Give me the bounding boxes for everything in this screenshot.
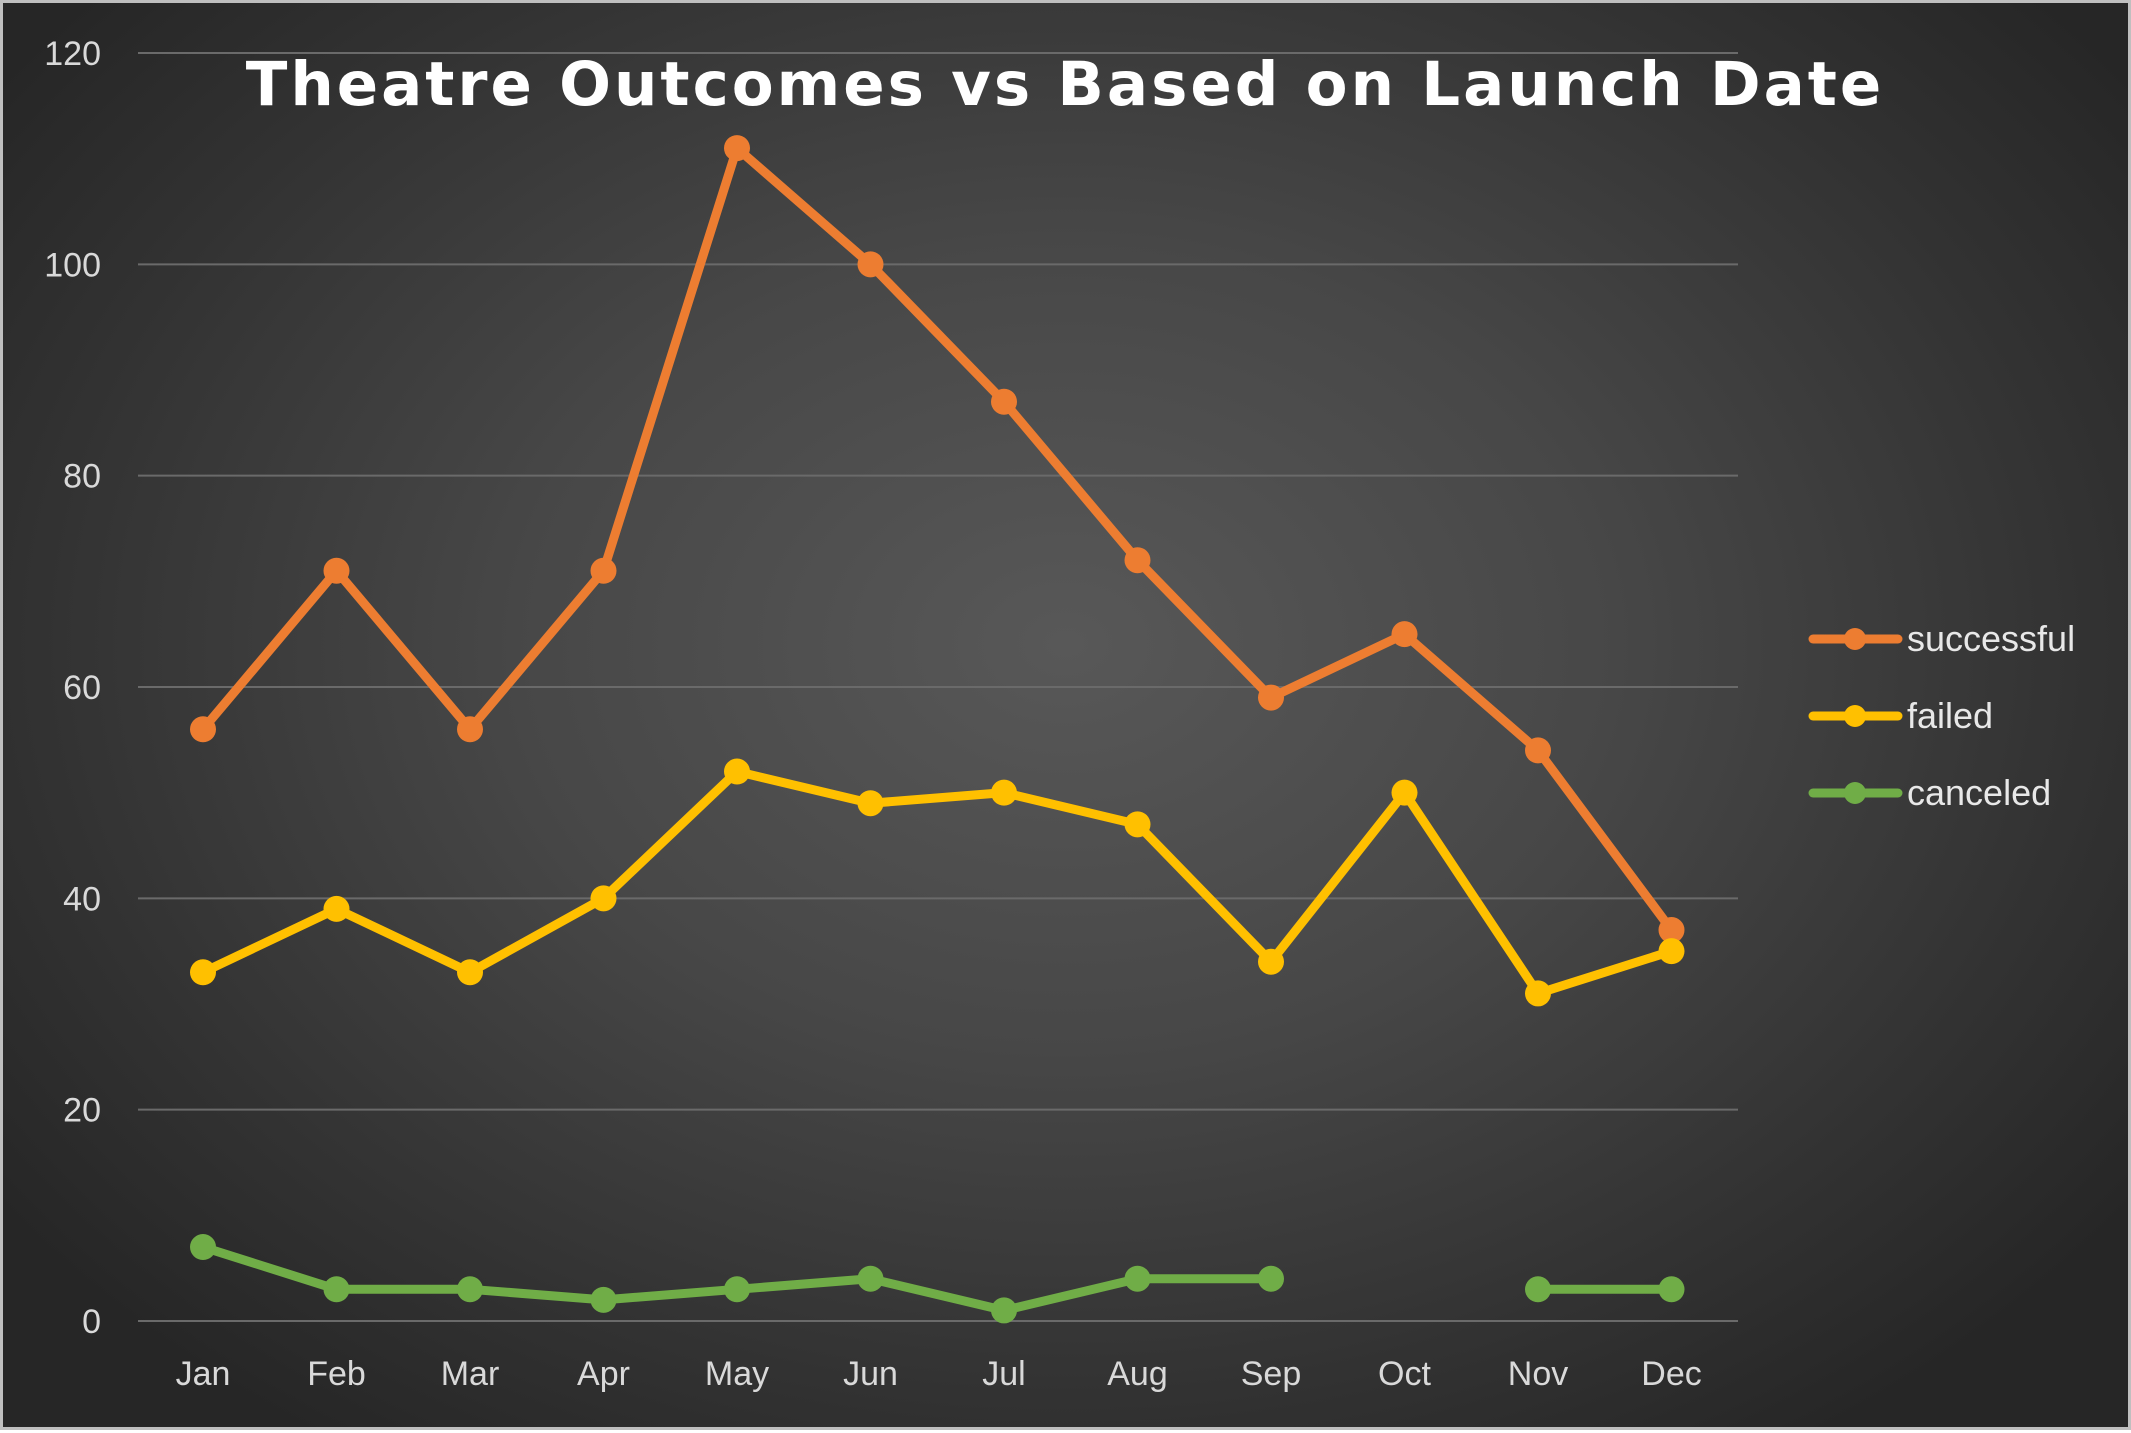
data-point-canceled-nov [1525,1276,1551,1303]
data-point-canceled-aug [1124,1265,1151,1292]
series-successful [190,135,1685,944]
series-layer [190,135,1685,1324]
data-point-failed-jul [991,779,1017,806]
data-point-successful-dec [1658,917,1685,944]
data-point-failed-dec [1658,938,1685,965]
data-point-canceled-dec [1658,1276,1685,1303]
legend-marker [1844,705,1866,727]
x-tick-label: Oct [1378,1355,1431,1393]
x-tick-label: Mar [441,1355,500,1393]
data-point-canceled-sep [1258,1265,1284,1292]
data-point-successful-aug [1124,547,1151,574]
data-point-failed-nov [1525,980,1551,1007]
gridlines [138,52,1738,1322]
legend-marker [1844,782,1866,804]
x-tick-label: Nov [1508,1355,1568,1393]
data-point-successful-oct [1391,621,1418,648]
data-point-failed-may [724,758,750,785]
data-point-successful-apr [590,557,617,584]
x-tick-label: Dec [1641,1355,1701,1393]
legend: successful failed canceled [1808,618,2075,813]
legend-label: successful [1907,618,2075,659]
data-point-successful-jun [857,251,884,278]
data-point-failed-aug [1124,811,1151,838]
data-point-canceled-apr [590,1286,617,1313]
data-point-failed-jun [857,790,884,817]
legend-item-successful: successful [1808,618,2075,659]
x-axis: Jan Feb Mar Apr May Jun Jul Aug Sep Oct Nov Dec [176,1355,1702,1393]
data-point-successful-mar [457,716,483,743]
legend-marker [1844,628,1866,650]
x-tick-label: Aug [1107,1355,1168,1393]
x-tick-label: Jun [843,1355,898,1393]
legend-item-canceled: canceled [1808,772,2051,813]
legend-item-failed: failed [1808,695,1993,736]
data-point-failed-apr [590,885,617,912]
data-point-failed-mar [457,959,483,986]
chart-title: Theatre Outcomes vs Based on Launch Date [246,49,1885,120]
y-tick-label: 100 [44,246,101,284]
data-point-successful-feb [323,557,350,584]
data-point-canceled-jan [190,1234,216,1261]
data-point-successful-nov [1525,737,1551,764]
data-point-successful-jan [190,716,216,743]
data-point-successful-jul [991,388,1017,415]
y-axis: 0 20 40 60 80 100 120 [44,35,101,1341]
data-point-canceled-feb [323,1276,350,1303]
x-tick-label: Apr [577,1355,630,1393]
y-tick-label: 20 [63,1092,101,1130]
data-point-canceled-jun [857,1265,884,1292]
data-point-canceled-may [724,1276,750,1303]
y-tick-label: 60 [63,669,101,707]
series-line-successful [198,143,1676,935]
line-chart: 0 20 40 60 80 100 120 Jan Feb Mar Apr May Jun Jul Aug… [44,35,2075,1393]
data-point-failed-feb [323,895,350,922]
data-point-failed-sep [1258,948,1284,975]
x-tick-label: May [705,1355,769,1393]
y-tick-label: 80 [63,458,101,496]
data-point-successful-sep [1258,684,1284,711]
series-line-failed [198,767,1676,998]
data-point-canceled-jul [991,1297,1017,1324]
x-tick-label: Sep [1241,1355,1302,1393]
x-tick-label: Feb [307,1355,366,1393]
data-point-successful-may [724,135,750,162]
x-tick-label: Jan [176,1355,231,1393]
legend-label: canceled [1907,772,2051,813]
data-point-failed-jan [190,959,216,986]
x-tick-label: Jul [982,1355,1025,1393]
legend-label: failed [1907,695,1993,736]
y-tick-label: 40 [63,880,101,918]
data-point-failed-oct [1391,779,1418,806]
y-tick-label: 120 [44,35,101,73]
series-failed [190,758,1685,1007]
series-canceled [190,1234,1685,1324]
data-point-canceled-mar [457,1276,483,1303]
y-tick-label: 0 [82,1303,101,1341]
